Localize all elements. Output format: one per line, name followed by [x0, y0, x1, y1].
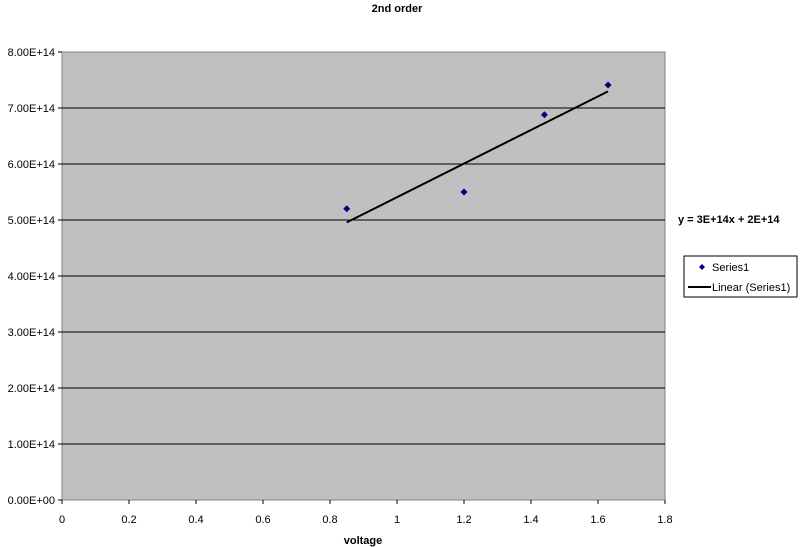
y-tick-label: 4.00E+14 [8, 271, 55, 283]
x-tick-label: 1 [394, 514, 400, 526]
trendline-equation: y = 3E+14x + 2E+14 [678, 214, 780, 226]
x-axis-label: voltage [344, 535, 383, 547]
x-tick-label: 0.2 [121, 514, 136, 526]
legend-marker-series1 [699, 264, 705, 270]
data-point [460, 188, 468, 196]
legend-label-series1: Series1 [712, 262, 749, 274]
x-tick-label: 0.4 [188, 514, 203, 526]
y-tick-label: 8.00E+14 [8, 47, 55, 59]
x-tick-label: 0.8 [322, 514, 337, 526]
x-tick-label: 1.4 [523, 514, 538, 526]
y-tick-label: 5.00E+14 [8, 215, 55, 227]
x-tick-label: 1.6 [590, 514, 605, 526]
y-tick-label: 0.00E+00 [8, 495, 55, 507]
y-tick-label: 1.00E+14 [8, 439, 55, 451]
x-tick-label: 0 [59, 514, 65, 526]
data-point [540, 111, 548, 119]
y-tick-label: 2.00E+14 [8, 383, 55, 395]
chart-title: 2nd order [372, 3, 423, 15]
y-tick-label: 3.00E+14 [8, 327, 55, 339]
data-point [343, 205, 351, 213]
x-tick-label: 1.2 [456, 514, 471, 526]
legend: Series1 Linear (Series1) [683, 255, 798, 298]
x-tick-label: 1.8 [657, 514, 672, 526]
data-point [604, 81, 612, 89]
y-tick-label: 6.00E+14 [8, 159, 55, 171]
legend-label-trend: Linear (Series1) [712, 282, 790, 294]
trendline [346, 90, 609, 224]
y-tick-label: 7.00E+14 [8, 103, 55, 115]
x-tick-label: 0.6 [255, 514, 270, 526]
